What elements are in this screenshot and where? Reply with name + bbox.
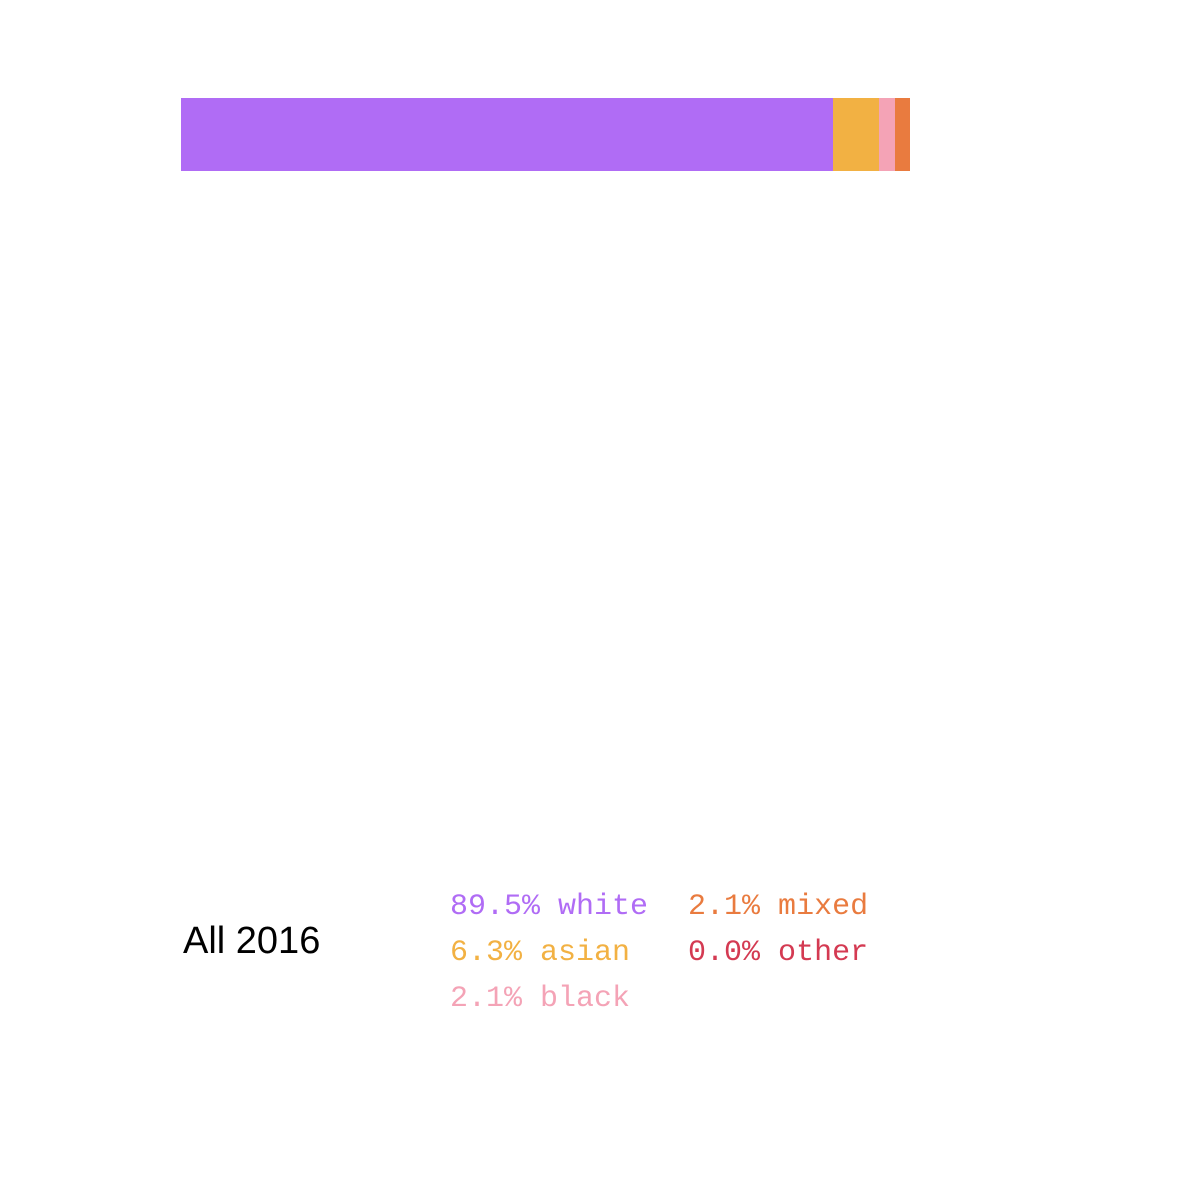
legend-item: 89.5% white — [450, 890, 648, 924]
legend-item: 6.3% asian — [450, 936, 648, 970]
bar-segment-asian — [833, 98, 879, 171]
legend-item: 2.1% black — [450, 982, 648, 1016]
bar-segment-black — [879, 98, 894, 171]
stacked-bar-chart — [181, 98, 910, 171]
legend: 89.5% white 2.1% mixed 6.3% asian 0.0% othe… — [450, 890, 868, 1016]
bar-segment-white — [181, 98, 833, 171]
legend-item: 2.1% mixed — [688, 890, 868, 924]
bar-segment-mixed — [895, 98, 910, 171]
chart-title: All 2016 — [183, 920, 320, 963]
legend-item: 0.0% other — [688, 936, 868, 970]
